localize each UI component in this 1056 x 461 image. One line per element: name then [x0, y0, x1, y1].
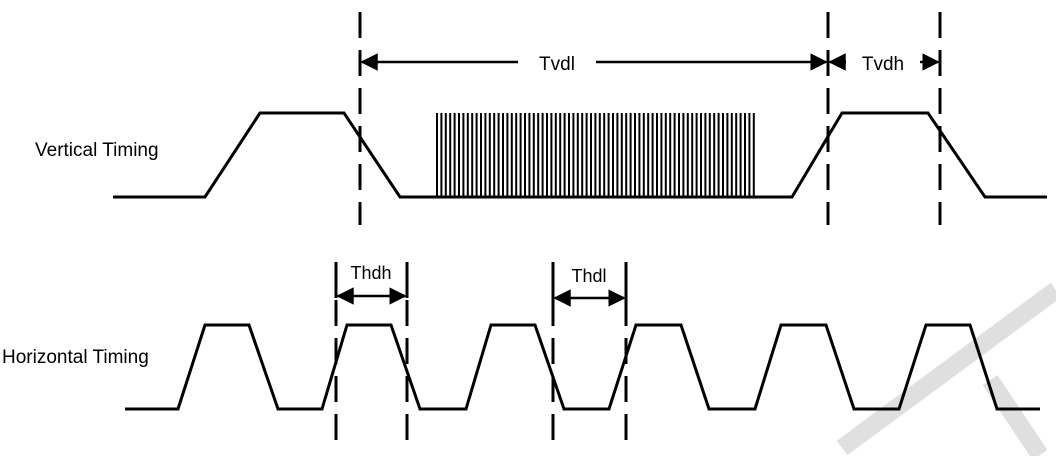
horizontal-timing-label: Horizontal Timing: [2, 347, 149, 368]
vertical-timing-label: Vertical Timing: [35, 140, 159, 161]
horizontal-timing-waveform: [125, 323, 1040, 411]
tvdl-label: Tvdl: [539, 54, 575, 75]
tvdh-label: Tvdh: [862, 54, 904, 75]
watermark-mark: [836, 282, 1056, 460]
active-data-block: [436, 113, 755, 197]
thdl-label: Thdl: [571, 266, 606, 286]
thdh-label: Thdh: [350, 263, 391, 283]
vertical-timing-waveform: [113, 111, 1047, 199]
